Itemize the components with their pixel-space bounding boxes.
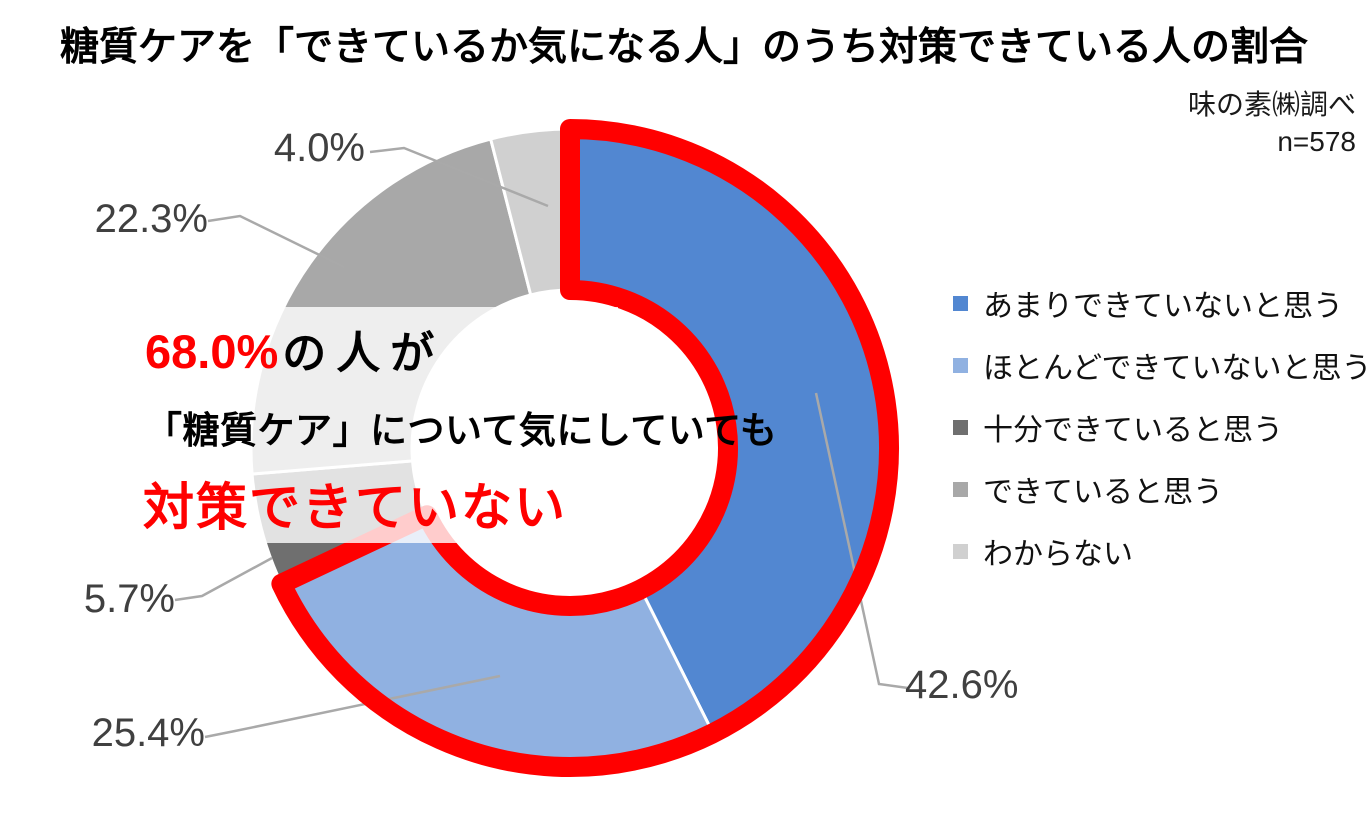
legend-item-0: あまりできていないと思う [953,272,1368,334]
leader-line-5.7 [174,556,273,602]
slice-label-42.6: 42.6% [905,663,1019,707]
legend-swatch-icon [953,357,968,373]
leader-line-4.0 [369,146,549,208]
legend-label: 十分できていると思う [983,414,1283,447]
annotation-highlight-percent: 68.0% [145,325,279,378]
annotation-line2: 「糖質ケア」について気にしていても [145,410,778,451]
legend-swatch-icon [953,419,968,435]
legend-item-1: ほとんどできていないと思う [953,334,1368,396]
legend-item-3: できていると思う [953,458,1368,520]
annotation-line3: 対策できていない [143,479,568,536]
legend-label: ほとんどできていないと思う [983,352,1368,385]
legend-item-4: わからない [953,520,1368,582]
leader-line-42.6 [814,392,909,690]
leader-line-25.4 [204,674,501,739]
chart-title: 糖質ケアを「できているか気になる人」のうち対策できている人の割合 [59,26,1308,69]
annotation-line1: 68.0%の人が [145,317,444,381]
leader-lines [174,146,909,739]
leader-line-22.3 [207,214,345,269]
highlight-ring [271,119,899,777]
source-credit: 味の素㈱調べ [1187,89,1356,120]
highlight-outline [271,119,899,777]
legend: あまりできていないと思う ほとんどできていないと思う 十分できていると思う でき… [953,272,1368,582]
legend-item-2: 十分できていると思う [953,396,1368,458]
slice-label-25.4: 25.4% [91,711,205,755]
annotation-backdrop [140,307,618,543]
legend-swatch-icon [953,481,968,497]
legend-swatch-icon [953,543,968,559]
slice-label-22.3: 22.3% [94,197,208,241]
annotation-line1-rest: の人が [282,329,445,378]
legend-label: あまりできていないと思う [983,290,1343,323]
slice-label-4.0: 4.0% [273,126,365,170]
slice-label-5.7: 5.7% [83,577,175,621]
legend-label: わからない [983,538,1133,571]
source-note: 味の素㈱調べ n=578 [1188,86,1356,160]
legend-swatch-icon [953,295,968,311]
sample-size: n=578 [1277,126,1356,157]
legend-label: できていると思う [983,476,1223,509]
